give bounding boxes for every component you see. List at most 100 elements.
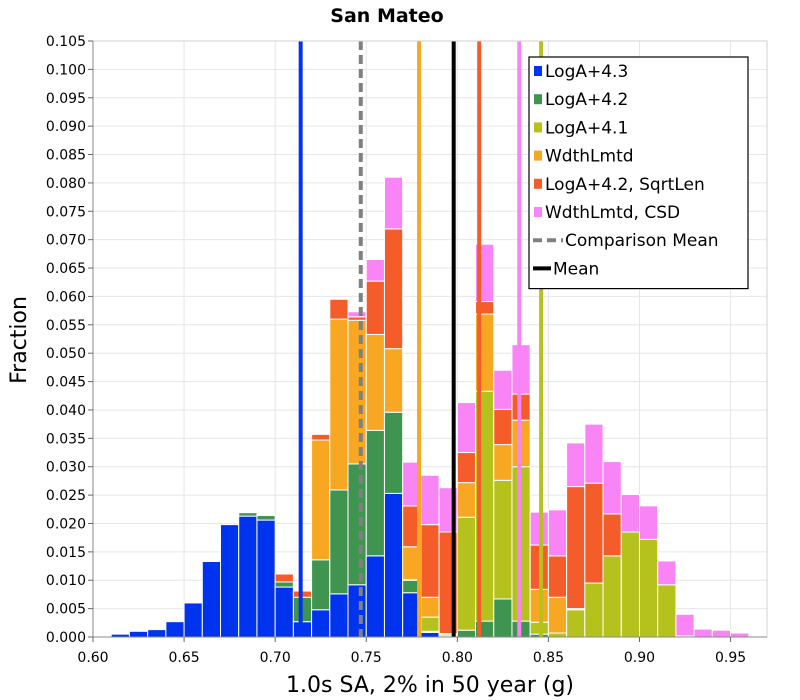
bar-segment <box>311 559 331 611</box>
y-tick-label: 0.085 <box>46 148 86 164</box>
bar-segment <box>383 176 404 230</box>
bar-segment <box>566 442 586 488</box>
y-tick-label: 0.095 <box>46 91 86 107</box>
legend-label: LogA+4.2, SqrtLen <box>545 175 705 195</box>
y-tick-label: 0.050 <box>46 346 86 362</box>
legend: LogA+4.3 LogA+4.2 LogA+4.1 WdthLmtd LogA+4.2… <box>528 56 749 290</box>
legend-swatch <box>534 66 542 76</box>
bar-segment <box>620 531 640 638</box>
bar-segment <box>493 408 513 446</box>
bar-segment <box>602 555 622 638</box>
bar-segment <box>493 444 513 481</box>
y-tick-label: 0.070 <box>46 233 86 249</box>
bar-segment <box>165 621 185 638</box>
y-tick-label: 0.030 <box>46 460 86 476</box>
bar-segment <box>256 519 276 638</box>
legend-swatch <box>534 94 542 105</box>
bar-segment <box>329 298 349 320</box>
bar-segment <box>274 586 294 638</box>
legend-label: LogA+4.2 <box>545 90 628 110</box>
y-tick-label: 0.000 <box>46 630 86 646</box>
y-tick-label: 0.060 <box>46 289 86 305</box>
x-axis-ticks: 0.60 0.65 0.70 0.75 0.80 0.85 0.90 0.95 <box>77 637 746 666</box>
y-tick-label: 0.040 <box>46 403 86 419</box>
bar-segment <box>584 582 604 638</box>
legend-label: Mean <box>553 259 599 279</box>
legend-label: LogA+4.1 <box>545 118 628 138</box>
x-tick-label: 0.90 <box>624 650 655 666</box>
x-tick-label: 0.95 <box>715 650 746 666</box>
y-tick-label: 0.100 <box>46 62 86 78</box>
x-tick-label: 0.70 <box>260 650 291 666</box>
y-tick-label: 0.005 <box>46 602 86 618</box>
x-tick-label: 0.80 <box>442 650 473 666</box>
bar-segment <box>602 461 622 515</box>
bar-segment <box>456 452 477 484</box>
bar-segment <box>420 596 440 618</box>
bar-segment <box>493 598 513 638</box>
bar-segment <box>383 492 404 638</box>
bar-segment <box>602 513 622 557</box>
y-tick-label: 0.045 <box>46 375 86 391</box>
chart-title: San Mateo <box>330 5 443 27</box>
bar-segment <box>620 494 640 533</box>
y-tick-label: 0.080 <box>46 176 86 192</box>
bar-segment <box>693 628 713 638</box>
bar-segment <box>329 318 349 491</box>
bar-segment <box>420 616 440 632</box>
bar-segment <box>201 561 222 638</box>
x-tick-label: 0.60 <box>77 650 108 666</box>
legend-swatch <box>534 207 542 217</box>
y-tick-label: 0.010 <box>46 573 86 589</box>
bar-segment <box>347 316 367 321</box>
bar-segment <box>329 593 349 638</box>
bar-segment <box>329 489 349 595</box>
bar-segment <box>584 482 604 584</box>
x-axis-title: 1.0s SA, 2% in 50 year (g) <box>286 673 574 698</box>
bar-segment <box>420 631 440 638</box>
x-tick-label: 0.85 <box>533 650 564 666</box>
bar-segment <box>566 486 586 610</box>
bar-segment <box>365 333 385 431</box>
y-tick-label: 0.015 <box>46 545 86 561</box>
bar-segment <box>383 228 404 350</box>
bar-segment <box>256 515 276 521</box>
bar-segment <box>657 584 677 638</box>
y-tick-label: 0.075 <box>46 204 86 220</box>
bar-segment <box>238 515 258 638</box>
bar-segment <box>456 402 477 454</box>
bar-segment <box>566 609 586 638</box>
bar-segment <box>311 439 331 561</box>
bar-segment <box>365 429 385 557</box>
y-tick-label: 0.025 <box>46 488 86 504</box>
bar-segment <box>383 348 404 413</box>
bar-segment <box>493 479 513 600</box>
bar-segment <box>365 259 385 282</box>
y-tick-label: 0.065 <box>46 261 86 277</box>
bar-segment <box>383 411 404 494</box>
bar-segment <box>456 629 477 638</box>
bar-segment <box>547 632 568 638</box>
legend-label: LogA+4.3 <box>545 62 628 82</box>
bars-layer <box>110 176 750 638</box>
bar-segment <box>420 524 440 598</box>
bar-segment <box>547 596 568 634</box>
bar-segment <box>420 474 440 526</box>
bar-segment <box>456 516 477 631</box>
bar-segment <box>730 632 750 638</box>
bar-segment <box>274 581 294 588</box>
x-tick-label: 0.75 <box>351 650 382 666</box>
bar-segment <box>547 555 568 598</box>
legend-box <box>528 56 749 290</box>
y-tick-label: 0.020 <box>46 516 86 532</box>
y-tick-label: 0.105 <box>46 34 86 50</box>
bar-segment <box>675 613 695 637</box>
bar-segment <box>657 560 677 586</box>
bar-segment <box>220 524 240 638</box>
bar-segment <box>274 573 294 583</box>
bar-segment <box>347 311 367 318</box>
y-axis-title: Fraction <box>7 296 32 384</box>
y-tick-label: 0.035 <box>46 431 86 447</box>
bar-segment <box>493 369 513 410</box>
